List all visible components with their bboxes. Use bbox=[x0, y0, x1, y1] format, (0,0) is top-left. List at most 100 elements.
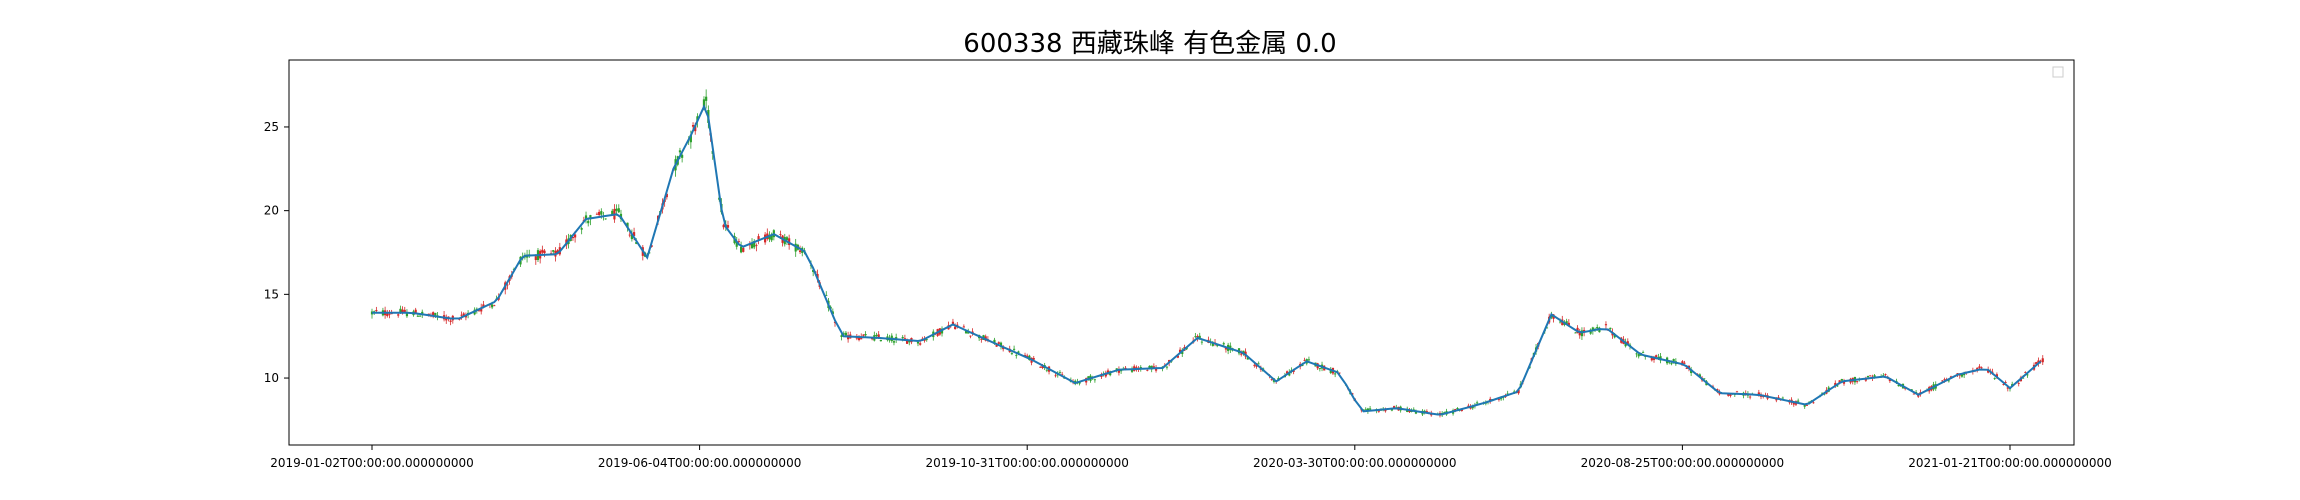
candle-body bbox=[421, 311, 424, 315]
candle-body bbox=[1393, 406, 1396, 408]
candle-body bbox=[750, 242, 754, 249]
candle-body bbox=[726, 225, 730, 228]
candle-body bbox=[1897, 384, 1900, 387]
candle-body bbox=[628, 234, 631, 236]
candle-body bbox=[375, 310, 378, 312]
candle-body bbox=[1117, 369, 1121, 373]
x-tick-label: 2019-06-04T00:00:00.000000000 bbox=[598, 456, 802, 470]
candle-body bbox=[1224, 347, 1228, 350]
candle-body bbox=[1476, 402, 1479, 404]
candle-body bbox=[1216, 345, 1219, 347]
candle-body bbox=[434, 312, 437, 316]
candle-body bbox=[862, 334, 865, 336]
candle-body bbox=[951, 321, 955, 325]
candle-body bbox=[1866, 376, 1870, 378]
candle-body bbox=[1821, 392, 1824, 394]
candle-body bbox=[1655, 355, 1658, 358]
candle-body bbox=[1777, 397, 1780, 399]
candle-body bbox=[1596, 326, 1599, 329]
candle-body bbox=[1613, 334, 1616, 338]
candle-body bbox=[580, 228, 583, 230]
candle-body bbox=[1093, 379, 1097, 381]
candle-body bbox=[1517, 389, 1520, 394]
candle-body bbox=[447, 316, 450, 318]
candle-body bbox=[2039, 360, 2042, 362]
x-tick-label: 2021-01-21T00:00:00.000000000 bbox=[1908, 456, 2112, 470]
candle-body bbox=[2035, 362, 2038, 365]
candle-body bbox=[794, 243, 797, 252]
candle-body bbox=[995, 344, 998, 347]
candle-body bbox=[1390, 409, 1394, 411]
candle-body bbox=[1609, 327, 1612, 330]
candle-body bbox=[414, 309, 417, 315]
candle-body bbox=[1735, 391, 1739, 393]
candle-body bbox=[598, 211, 601, 216]
candle-body bbox=[665, 193, 668, 198]
candle-body bbox=[1565, 321, 1568, 325]
candle-body bbox=[534, 256, 537, 260]
candle-body bbox=[1856, 381, 1859, 382]
candle-body bbox=[2037, 360, 2040, 364]
candle-body bbox=[1414, 411, 1418, 414]
candle-body bbox=[962, 326, 965, 328]
candle-body bbox=[1124, 367, 1127, 369]
candle-body bbox=[1460, 409, 1463, 412]
candle-body bbox=[1947, 380, 1950, 382]
candle-body bbox=[1148, 365, 1151, 369]
candle-body bbox=[373, 311, 376, 313]
candle-body bbox=[1010, 353, 1014, 355]
candle-body bbox=[722, 224, 725, 228]
candle-body bbox=[737, 241, 741, 242]
y-tick-label: 10 bbox=[264, 371, 279, 385]
moving-average-line bbox=[372, 104, 2042, 416]
candle-body bbox=[1270, 379, 1273, 380]
candle-body bbox=[785, 237, 789, 241]
candle-body bbox=[418, 315, 422, 317]
candle-body bbox=[705, 96, 708, 101]
candle-body bbox=[397, 314, 400, 316]
candle-body bbox=[552, 250, 555, 252]
candle-body bbox=[844, 332, 848, 336]
candle-body bbox=[1307, 359, 1311, 361]
candle-body bbox=[1015, 354, 1018, 356]
candle-body bbox=[857, 336, 861, 341]
candle-body bbox=[1805, 404, 1808, 406]
candle-body bbox=[779, 234, 782, 235]
candle-body bbox=[604, 218, 607, 220]
candle-body bbox=[691, 125, 695, 127]
candle-body bbox=[753, 241, 756, 248]
candle-body bbox=[386, 313, 389, 317]
candle-body bbox=[587, 220, 590, 224]
candle-body bbox=[401, 309, 404, 314]
candle-body bbox=[964, 330, 968, 334]
y-tick-label: 15 bbox=[264, 287, 279, 301]
candle-body bbox=[1869, 375, 1872, 377]
candle-body bbox=[1567, 322, 1570, 327]
candle-body bbox=[1471, 406, 1474, 409]
candle-body bbox=[1672, 359, 1675, 362]
candle-body bbox=[1729, 393, 1732, 396]
candle-body bbox=[735, 242, 738, 247]
candle-body bbox=[1591, 327, 1594, 331]
candle-body bbox=[1884, 374, 1887, 375]
candle-body bbox=[1912, 393, 1916, 395]
candle-body bbox=[1078, 382, 1081, 384]
candle-body bbox=[1222, 343, 1225, 345]
candle-body bbox=[1812, 402, 1815, 404]
candle-body bbox=[460, 314, 463, 316]
candle-body bbox=[1698, 374, 1701, 378]
candle-body bbox=[755, 245, 758, 247]
candle-body bbox=[1368, 408, 1372, 410]
candle-body bbox=[903, 338, 906, 339]
candle-body bbox=[916, 341, 920, 344]
candle-body bbox=[403, 309, 406, 313]
candle-body bbox=[1626, 341, 1629, 345]
candle-body bbox=[1292, 370, 1295, 372]
candle-body bbox=[954, 326, 957, 330]
candle-body bbox=[1146, 369, 1149, 371]
candle-body bbox=[1032, 358, 1035, 360]
candle-body bbox=[770, 234, 773, 241]
candle-body bbox=[388, 313, 391, 315]
candle-body bbox=[1198, 335, 1201, 339]
